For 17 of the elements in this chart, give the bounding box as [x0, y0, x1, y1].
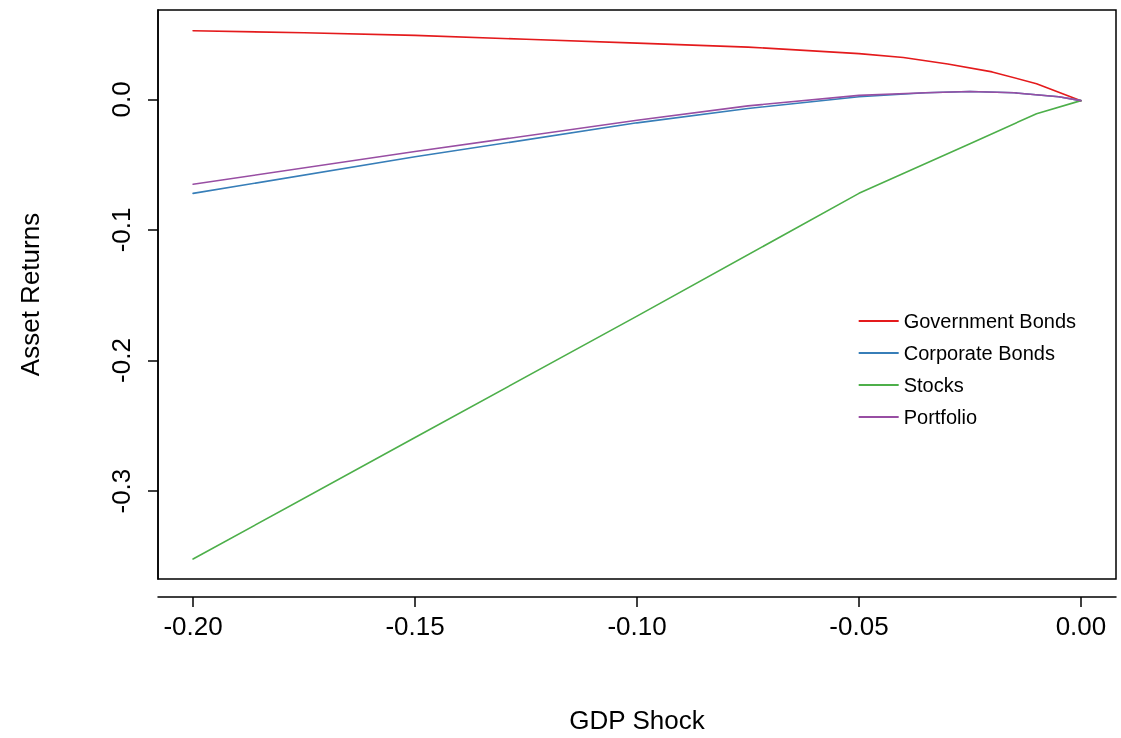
- x-tick-label: -0.15: [385, 611, 445, 641]
- x-tick-label: 0.00: [1055, 611, 1107, 641]
- x-axis-title: GDP Shock: [569, 705, 706, 735]
- y-axis-title: Asset Returns: [15, 212, 45, 377]
- y-tick-label: 0.0: [106, 81, 136, 118]
- legend-label: Stocks: [903, 374, 964, 396]
- legend-label: Portfolio: [903, 406, 978, 428]
- y-tick-label: -0.1: [106, 207, 136, 253]
- line-series: [192, 29, 1082, 102]
- y-tick-label: -0.3: [106, 468, 136, 514]
- legend-label: Government Bonds: [903, 310, 1077, 332]
- legend-label: Corporate Bonds: [903, 342, 1055, 364]
- y-tick-label: -0.2: [106, 338, 136, 383]
- x-tick-label: -0.10: [607, 611, 667, 641]
- x-tick-label: -0.05: [829, 611, 889, 641]
- line-series: [192, 99, 1082, 560]
- x-tick-label: -0.20: [163, 611, 223, 641]
